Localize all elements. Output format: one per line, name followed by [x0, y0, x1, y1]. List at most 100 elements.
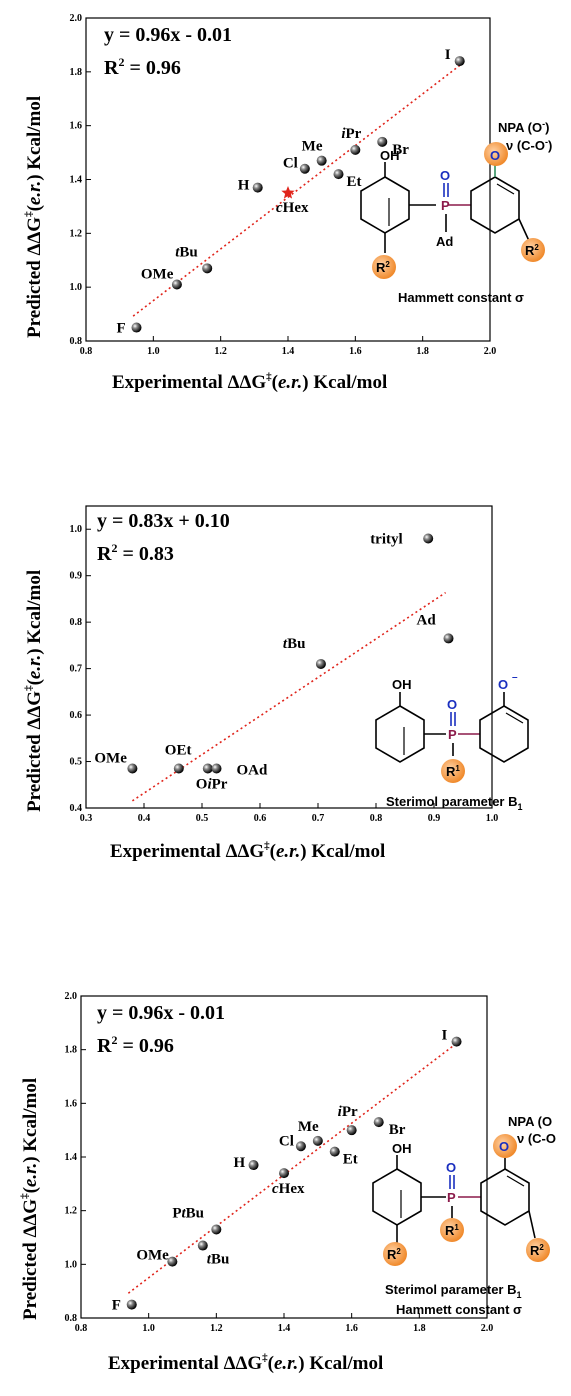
data-point — [252, 182, 263, 193]
data-point — [333, 169, 344, 180]
r2-highlight-right — [521, 238, 545, 262]
molecule-structure-2 — [375, 692, 529, 763]
data-point-label: Me — [298, 1119, 319, 1135]
minus-sign: – — [512, 672, 518, 683]
y-axis-title: Predicted ΔΔG‡(e.r.) Kcal/mol — [23, 96, 45, 338]
oh-label: OH — [392, 1141, 412, 1156]
data-point-label: tBu — [283, 636, 306, 652]
data-point-label: OAd — [237, 763, 269, 779]
fit-line — [132, 64, 461, 317]
data-point — [202, 263, 213, 274]
data-point-label: H — [238, 178, 250, 194]
data-point — [126, 1299, 137, 1310]
x-axis: 0.3 0.4 0.5 0.6 0.7 0.8 0.9 1.0 — [80, 803, 498, 824]
o-minus-highlight — [493, 1134, 517, 1158]
data-point — [377, 136, 388, 147]
chart-panel-2: 0.3 0.4 0.5 0.6 0.7 0.8 0.9 1.0 0.40.50.60.70.8… — [23, 505, 529, 862]
descriptor-hammett: Hammett constant σ — [398, 290, 524, 305]
y-tick-label: 1.6 — [65, 1098, 78, 1109]
data-point — [211, 763, 222, 774]
descriptor-nu: ν (C-O-) — [506, 137, 552, 153]
r2-label: R2 = 0.83 — [97, 541, 174, 565]
descriptor-npa: NPA (O — [508, 1114, 552, 1129]
r2-label: R2 = 0.96 — [97, 1033, 174, 1057]
data-point-label: I — [445, 47, 451, 63]
data-point — [346, 1125, 357, 1136]
y-tick-label: 0.8 — [70, 617, 83, 628]
y-axis-title: Predicted ΔΔG‡(e.r.) Kcal/mol — [19, 1078, 41, 1320]
x-tick-label: 1.0 — [147, 346, 160, 357]
data-point — [329, 1146, 340, 1157]
x-tick-label: 0.8 — [370, 813, 383, 824]
data-point-label: Ad — [417, 612, 437, 628]
y-tick-label: 0.4 — [70, 803, 83, 814]
molecule-structure-3 — [372, 1155, 536, 1244]
data-point-label: Br — [392, 142, 409, 158]
data-points — [127, 533, 454, 774]
x-tick-label: 0.7 — [312, 813, 325, 824]
y-tick-label: 1.0 — [70, 524, 83, 535]
y-tick-label: 1.4 — [70, 175, 83, 186]
data-point-label: tBu — [207, 1252, 230, 1268]
y-axis-title: Predicted ΔΔG‡(e.r.) Kcal/mol — [23, 570, 45, 812]
descriptor-sterimol: Sterimol parameter B1 — [386, 794, 523, 812]
y-tick-label: 1.2 — [70, 228, 83, 239]
data-point-label: Et — [347, 174, 362, 190]
data-point-label: Br — [389, 1122, 406, 1138]
r2-label: R2 = 0.96 — [104, 55, 181, 79]
data-point — [312, 1135, 323, 1146]
point-labels: OMe OEt OiPr OAd tBu Ad trityl — [94, 532, 436, 793]
data-point — [315, 658, 326, 669]
data-point — [295, 1141, 306, 1152]
o-minus-label: O — [490, 148, 500, 163]
y-tick-label: 1.8 — [70, 67, 83, 78]
x-axis-title: Experimental ΔΔG‡(e.r.) Kcal/mol — [110, 840, 385, 862]
r2-highlight-left — [372, 255, 396, 279]
y-tick-label: 1.0 — [70, 282, 83, 293]
ad-label: Ad — [436, 234, 453, 249]
x-tick-label: 1.8 — [413, 1323, 426, 1334]
data-point-label: OMe — [141, 266, 174, 282]
data-point — [279, 1168, 289, 1179]
p-label: P — [447, 1190, 456, 1205]
data-point — [197, 1240, 208, 1251]
y-tick-label: 1.2 — [65, 1206, 78, 1217]
x-tick-label: 0.4 — [138, 813, 151, 824]
descriptor-hammett: Hammett constant σ — [396, 1302, 522, 1317]
data-point-label: cHex — [272, 1181, 305, 1197]
p-label: P — [441, 198, 450, 213]
y-tick-label: 1.6 — [70, 121, 83, 132]
data-point — [443, 633, 454, 644]
x-tick-label: 0.8 — [75, 1323, 88, 1334]
y-tick-label: 0.8 — [70, 336, 83, 347]
data-point — [451, 1036, 462, 1047]
y-axis: 0.4 0.5 0.6 0.7 0.8 0.9 1.0 — [70, 524, 91, 814]
equation-label: y = 0.96x - 0.01 — [97, 1002, 225, 1024]
data-point-label: OMe — [136, 1248, 169, 1264]
descriptor-npa: NPA (O-) — [498, 119, 549, 135]
oh-label: OH — [380, 148, 400, 163]
chart-panel-3: 0.8 1.0 1.2 1.4 1.6 1.8 2.0 0.8 1.0 1.2 1.4 1.6 1.8… — [19, 991, 556, 1374]
data-point-label: Cl — [283, 156, 298, 172]
data-point-label: OEt — [165, 743, 192, 759]
x-axis: 0.8 1.0 1.2 1.4 1.6 1.8 2.0 — [80, 336, 496, 357]
y-axis: 0.8 1.0 1.2 1.4 1.6 1.8 2.0 — [70, 13, 91, 347]
o-label: O — [446, 1160, 456, 1175]
chart-panel-1: 0.8 1.0 1.2 1.4 1.6 1.8 2.0 0.8 1.0 1.2 1.4 1.6 1.8… — [23, 13, 552, 393]
o-label: O — [447, 697, 457, 712]
equation-label: y = 0.96x - 0.01 — [104, 24, 232, 46]
y-tick-label: 0.9 — [70, 571, 83, 582]
data-point — [167, 1256, 178, 1267]
x-tick-label: 1.8 — [416, 346, 429, 357]
x-axis-title: Experimental ΔΔG‡(e.r.) Kcal/mol — [112, 371, 387, 393]
x-tick-label: 2.0 — [481, 1323, 494, 1334]
data-point — [202, 763, 213, 774]
data-point — [316, 155, 327, 166]
data-point-label: cHex — [276, 200, 309, 216]
descriptor-sterimol: Sterimol parameter B1 — [385, 1282, 522, 1300]
fit-line-group — [127, 1042, 458, 1294]
y-tick-label: 0.5 — [70, 757, 83, 768]
